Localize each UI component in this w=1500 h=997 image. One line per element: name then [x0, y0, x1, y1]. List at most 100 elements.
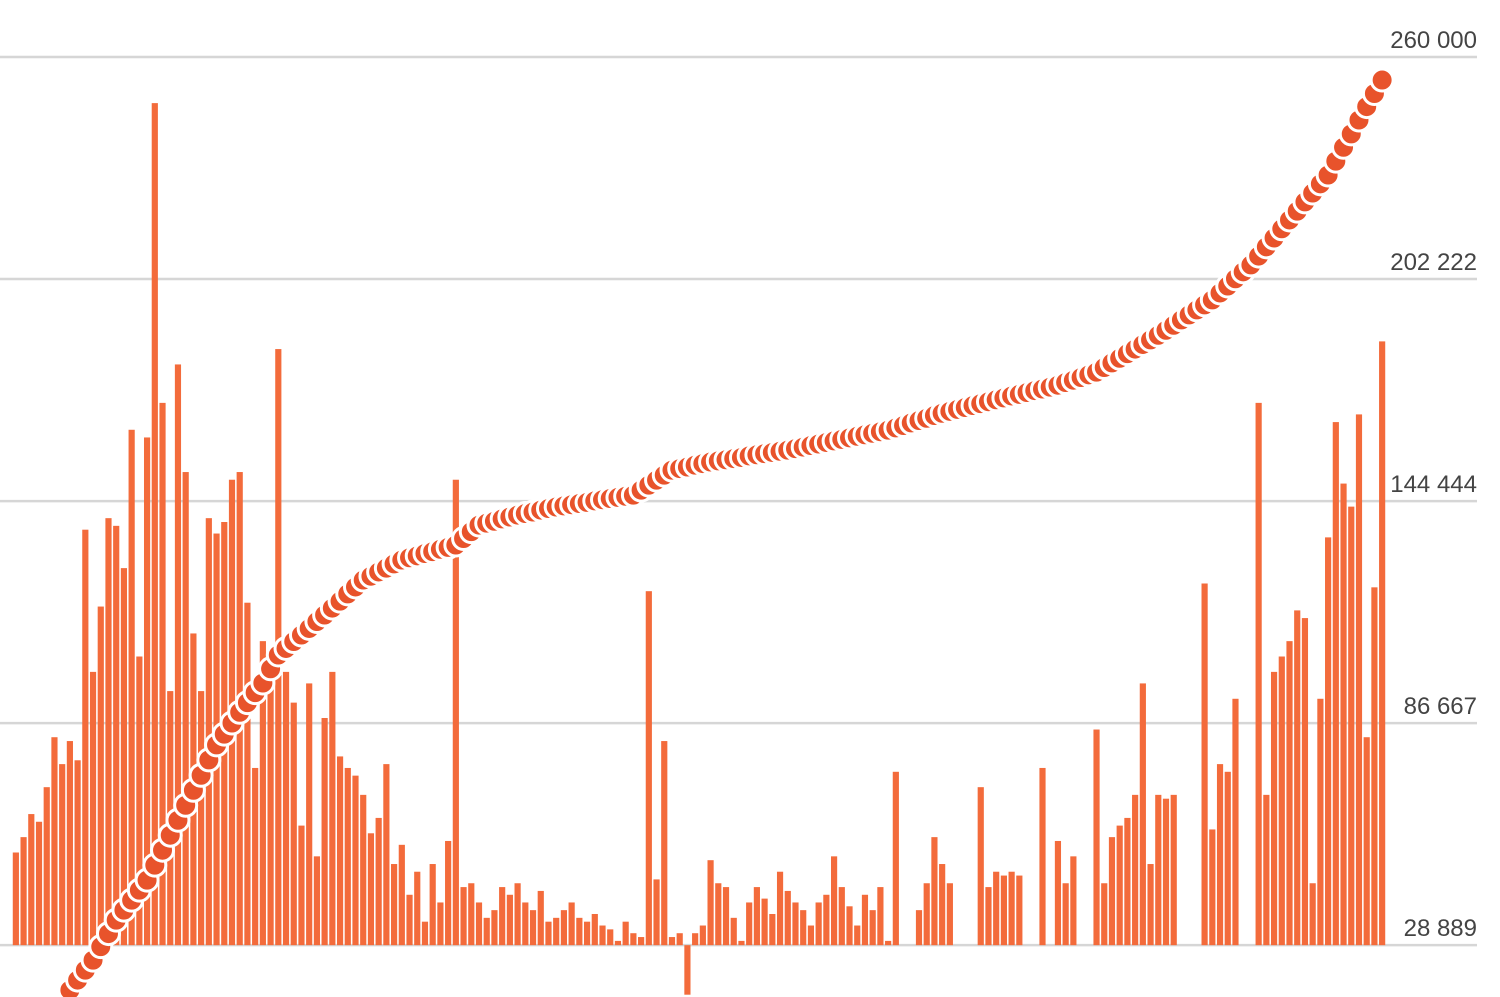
bar	[1008, 871, 1015, 946]
bar	[128, 429, 135, 946]
bar	[1348, 506, 1355, 946]
bar	[282, 671, 290, 946]
bar	[1325, 537, 1332, 946]
bar	[1108, 837, 1116, 946]
bar	[931, 837, 938, 946]
bar	[437, 902, 444, 946]
bar	[614, 940, 622, 946]
bar	[1016, 875, 1023, 946]
line-dots	[57, 67, 1395, 997]
y-tick-label: 86 667	[1404, 693, 1477, 720]
bar	[545, 921, 552, 946]
bar	[861, 894, 869, 946]
bar	[113, 525, 120, 946]
bar	[560, 910, 568, 946]
bar	[1139, 683, 1146, 946]
bar	[1209, 829, 1216, 946]
bar	[985, 887, 992, 946]
bar	[645, 591, 652, 946]
bar	[120, 568, 128, 946]
bar	[445, 840, 452, 946]
bar	[869, 910, 876, 946]
bar	[352, 775, 359, 946]
y-tick-label: 260 000	[1390, 27, 1477, 54]
bar	[244, 602, 251, 946]
bar	[730, 917, 737, 946]
bar	[668, 937, 676, 946]
bar	[1286, 641, 1293, 946]
bar	[1093, 729, 1100, 946]
bar	[522, 902, 529, 946]
bar	[807, 925, 815, 946]
bar	[1039, 767, 1046, 946]
bar	[1070, 856, 1077, 946]
bar	[136, 656, 143, 946]
bar	[151, 103, 158, 946]
bar	[1379, 341, 1386, 946]
bar	[329, 671, 336, 946]
bar	[506, 894, 513, 946]
bar	[20, 837, 27, 946]
bar	[205, 518, 212, 946]
bar	[89, 671, 97, 946]
bar	[267, 671, 274, 946]
bar	[290, 702, 297, 946]
bar	[1371, 587, 1378, 946]
bar	[321, 717, 328, 946]
bar	[1270, 671, 1278, 946]
bar	[1263, 794, 1270, 946]
bar	[259, 641, 266, 946]
bar	[715, 883, 722, 946]
bar	[1278, 656, 1285, 946]
bar	[360, 794, 367, 946]
bar	[51, 737, 58, 946]
bar	[946, 883, 953, 946]
bar	[599, 925, 606, 946]
bar	[1216, 764, 1224, 946]
bar	[421, 921, 429, 946]
bar	[1155, 794, 1162, 946]
bar	[607, 929, 614, 946]
bar	[800, 910, 807, 946]
bar	[198, 691, 205, 946]
bar	[846, 906, 853, 946]
bar	[923, 883, 930, 946]
bar	[514, 883, 521, 946]
bar	[82, 529, 89, 946]
bar	[406, 894, 413, 946]
bars	[12, 103, 1386, 995]
y-tick-label: 202 222	[1390, 249, 1477, 276]
bar	[1355, 414, 1363, 946]
bar	[630, 933, 637, 946]
bar	[676, 933, 683, 946]
bar	[1309, 883, 1316, 946]
bar	[553, 917, 560, 946]
bar	[699, 925, 706, 946]
bar	[1116, 825, 1123, 946]
bar	[43, 787, 50, 946]
bar	[537, 890, 544, 946]
bar	[1340, 483, 1347, 946]
bar	[854, 925, 861, 946]
bar	[877, 887, 884, 946]
bar	[383, 764, 390, 946]
bar	[483, 917, 490, 946]
bar	[252, 767, 259, 946]
bar	[336, 756, 344, 946]
y-axis-labels: 28 889 86 667 144 444 202 222 260 000	[1390, 27, 1477, 942]
bar	[414, 871, 421, 946]
bar	[429, 864, 436, 946]
bar	[1132, 794, 1139, 946]
bar	[306, 683, 313, 946]
bar	[815, 902, 822, 946]
bar	[1054, 840, 1062, 946]
bar	[1162, 798, 1170, 946]
bar	[74, 760, 81, 946]
bar	[707, 860, 714, 946]
bar	[661, 741, 668, 946]
bar	[1147, 864, 1154, 946]
bar	[684, 945, 691, 995]
bar	[1000, 875, 1007, 946]
bar	[375, 817, 382, 946]
